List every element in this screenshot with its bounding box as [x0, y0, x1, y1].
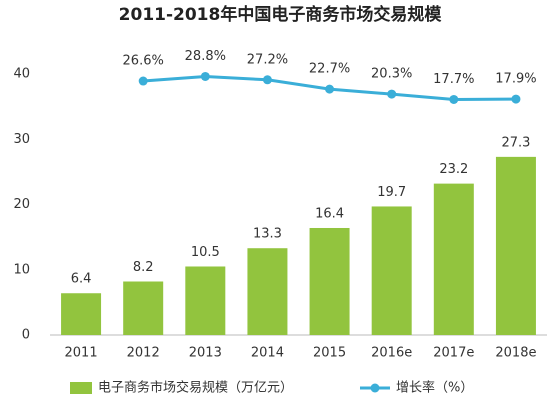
line-point	[387, 89, 397, 99]
line-point	[138, 76, 148, 86]
bar-value-label: 6.4	[71, 272, 92, 287]
line-point	[262, 75, 272, 85]
bar-value-label: 13.3	[253, 227, 282, 242]
line-value-label: 26.6%	[123, 54, 164, 69]
chart-title: 2011-2018年中国电子商务市场交易规模	[119, 4, 443, 25]
y-tick-label: 0	[22, 328, 30, 343]
x-tick-label: 2011	[65, 346, 98, 361]
line-value-label: 27.2%	[247, 52, 288, 67]
bar-value-label: 8.2	[133, 260, 154, 275]
bar	[433, 183, 474, 335]
y-tick-label: 20	[13, 197, 30, 212]
line-point	[200, 71, 210, 81]
x-tick-label: 2013	[189, 346, 222, 361]
x-tick-label: 2014	[251, 346, 284, 361]
bar	[371, 206, 412, 335]
bar-value-label: 19.7	[377, 185, 406, 200]
bar-value-label: 10.5	[191, 245, 220, 260]
bar	[123, 281, 164, 335]
y-tick-label: 40	[13, 67, 30, 82]
line-value-label: 17.9%	[495, 72, 536, 87]
bar	[247, 248, 288, 335]
x-tick-label: 2017e	[433, 346, 474, 361]
x-tick-label: 2015	[313, 346, 346, 361]
legend-swatch-point	[370, 383, 380, 393]
x-tick-label: 2012	[127, 346, 160, 361]
y-tick-label: 10	[13, 262, 30, 277]
line-point	[325, 84, 335, 94]
line-value-label: 22.7%	[309, 62, 350, 77]
line-value-label: 28.8%	[185, 49, 226, 64]
bar-value-label: 16.4	[315, 206, 344, 221]
bar	[495, 156, 536, 335]
legend-label: 电子商务市场交易规模（万亿元）	[98, 380, 293, 396]
bar-value-label: 23.2	[439, 162, 468, 177]
y-tick-label: 30	[13, 132, 30, 147]
bar	[309, 227, 350, 335]
bar	[185, 266, 226, 335]
legend-swatch	[70, 382, 92, 394]
bar	[61, 293, 102, 335]
line-value-label: 20.3%	[371, 67, 412, 82]
legend-label: 增长率（%）	[396, 380, 473, 396]
bar-value-label: 27.3	[501, 135, 530, 150]
line-point	[511, 94, 521, 104]
x-tick-label: 2018e	[495, 346, 536, 361]
x-tick-label: 2016e	[371, 346, 412, 361]
line-point	[449, 94, 459, 104]
line-value-label: 17.7%	[433, 72, 474, 87]
